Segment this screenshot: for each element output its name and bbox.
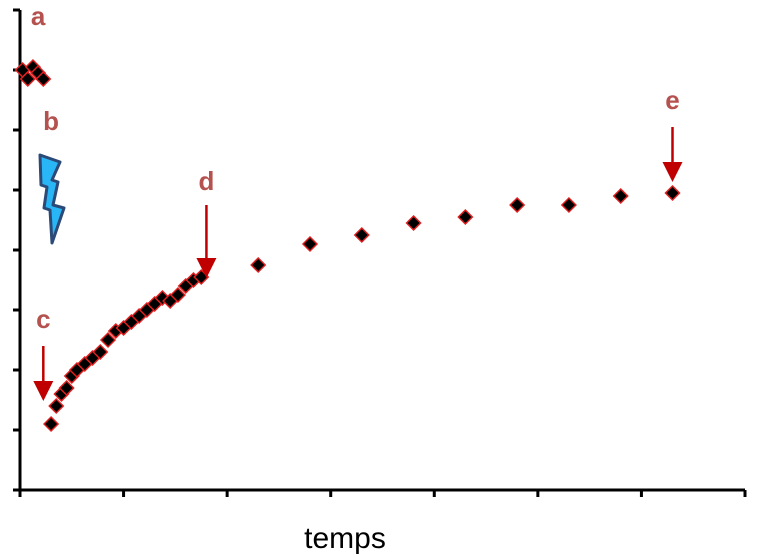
- data-point: [48, 397, 65, 415]
- annotations: a b c d e: [31, 1, 683, 401]
- data-point: [169, 286, 187, 304]
- data-point: [58, 379, 75, 397]
- annotation-a: a: [31, 1, 46, 31]
- data-point: [99, 331, 117, 349]
- data-point: [405, 214, 422, 232]
- lightning-bolt-icon: [38, 153, 66, 245]
- data-point: [664, 184, 681, 202]
- data-point: [92, 343, 109, 361]
- data-point: [509, 196, 526, 214]
- chart-axes: [18, 10, 745, 492]
- data-point: [353, 226, 370, 244]
- data-point: [250, 256, 267, 274]
- x-axis-label: temps: [304, 522, 386, 555]
- data-point: [560, 196, 577, 214]
- data-points: [14, 58, 681, 433]
- data-point: [154, 289, 171, 307]
- annotation-e: e: [665, 85, 679, 115]
- axis-ticks: [13, 8, 747, 497]
- data-point: [43, 415, 60, 433]
- data-point: [301, 235, 319, 253]
- annotation-c: c: [36, 304, 50, 334]
- data-point: [35, 70, 52, 88]
- data-point: [612, 187, 629, 205]
- data-point: [19, 70, 36, 88]
- annotation-b: b: [43, 106, 59, 136]
- data-point: [457, 208, 474, 226]
- annotation-d: d: [198, 166, 214, 196]
